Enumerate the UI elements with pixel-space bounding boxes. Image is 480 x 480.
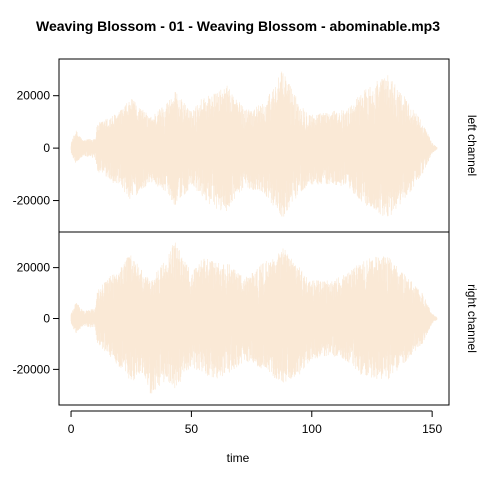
panel-right-channel: 20000 0 -20000 right channel (13, 231, 479, 406)
x-axis-label: time (227, 451, 250, 465)
x-tick-label: 100 (302, 422, 322, 436)
channel-label: right channel (465, 284, 479, 353)
x-axis: 0 50 100 150 (68, 410, 442, 436)
channel-panels: 20000 0 -20000 left channel 20000 0 -20000 righ… (13, 58, 479, 406)
y-tick-label: 0 (43, 312, 50, 326)
waveform-right (70, 242, 438, 394)
x-tick-label: 0 (68, 422, 75, 436)
x-tick-label: 150 (422, 422, 442, 436)
y-tick-label: 20000 (17, 261, 51, 275)
y-tick-label: 0 (43, 141, 50, 155)
x-tick-label: 50 (185, 422, 199, 436)
y-tick-label: -20000 (13, 194, 51, 208)
y-tick-label: 20000 (17, 89, 51, 103)
panel-left-channel: 20000 0 -20000 left channel (13, 58, 479, 233)
waveform-left (70, 71, 438, 217)
chart-title: Weaving Blossom - 01 - Weaving Blossom -… (36, 18, 440, 34)
y-tick-label: -20000 (13, 362, 51, 376)
channel-label: left channel (465, 115, 479, 176)
